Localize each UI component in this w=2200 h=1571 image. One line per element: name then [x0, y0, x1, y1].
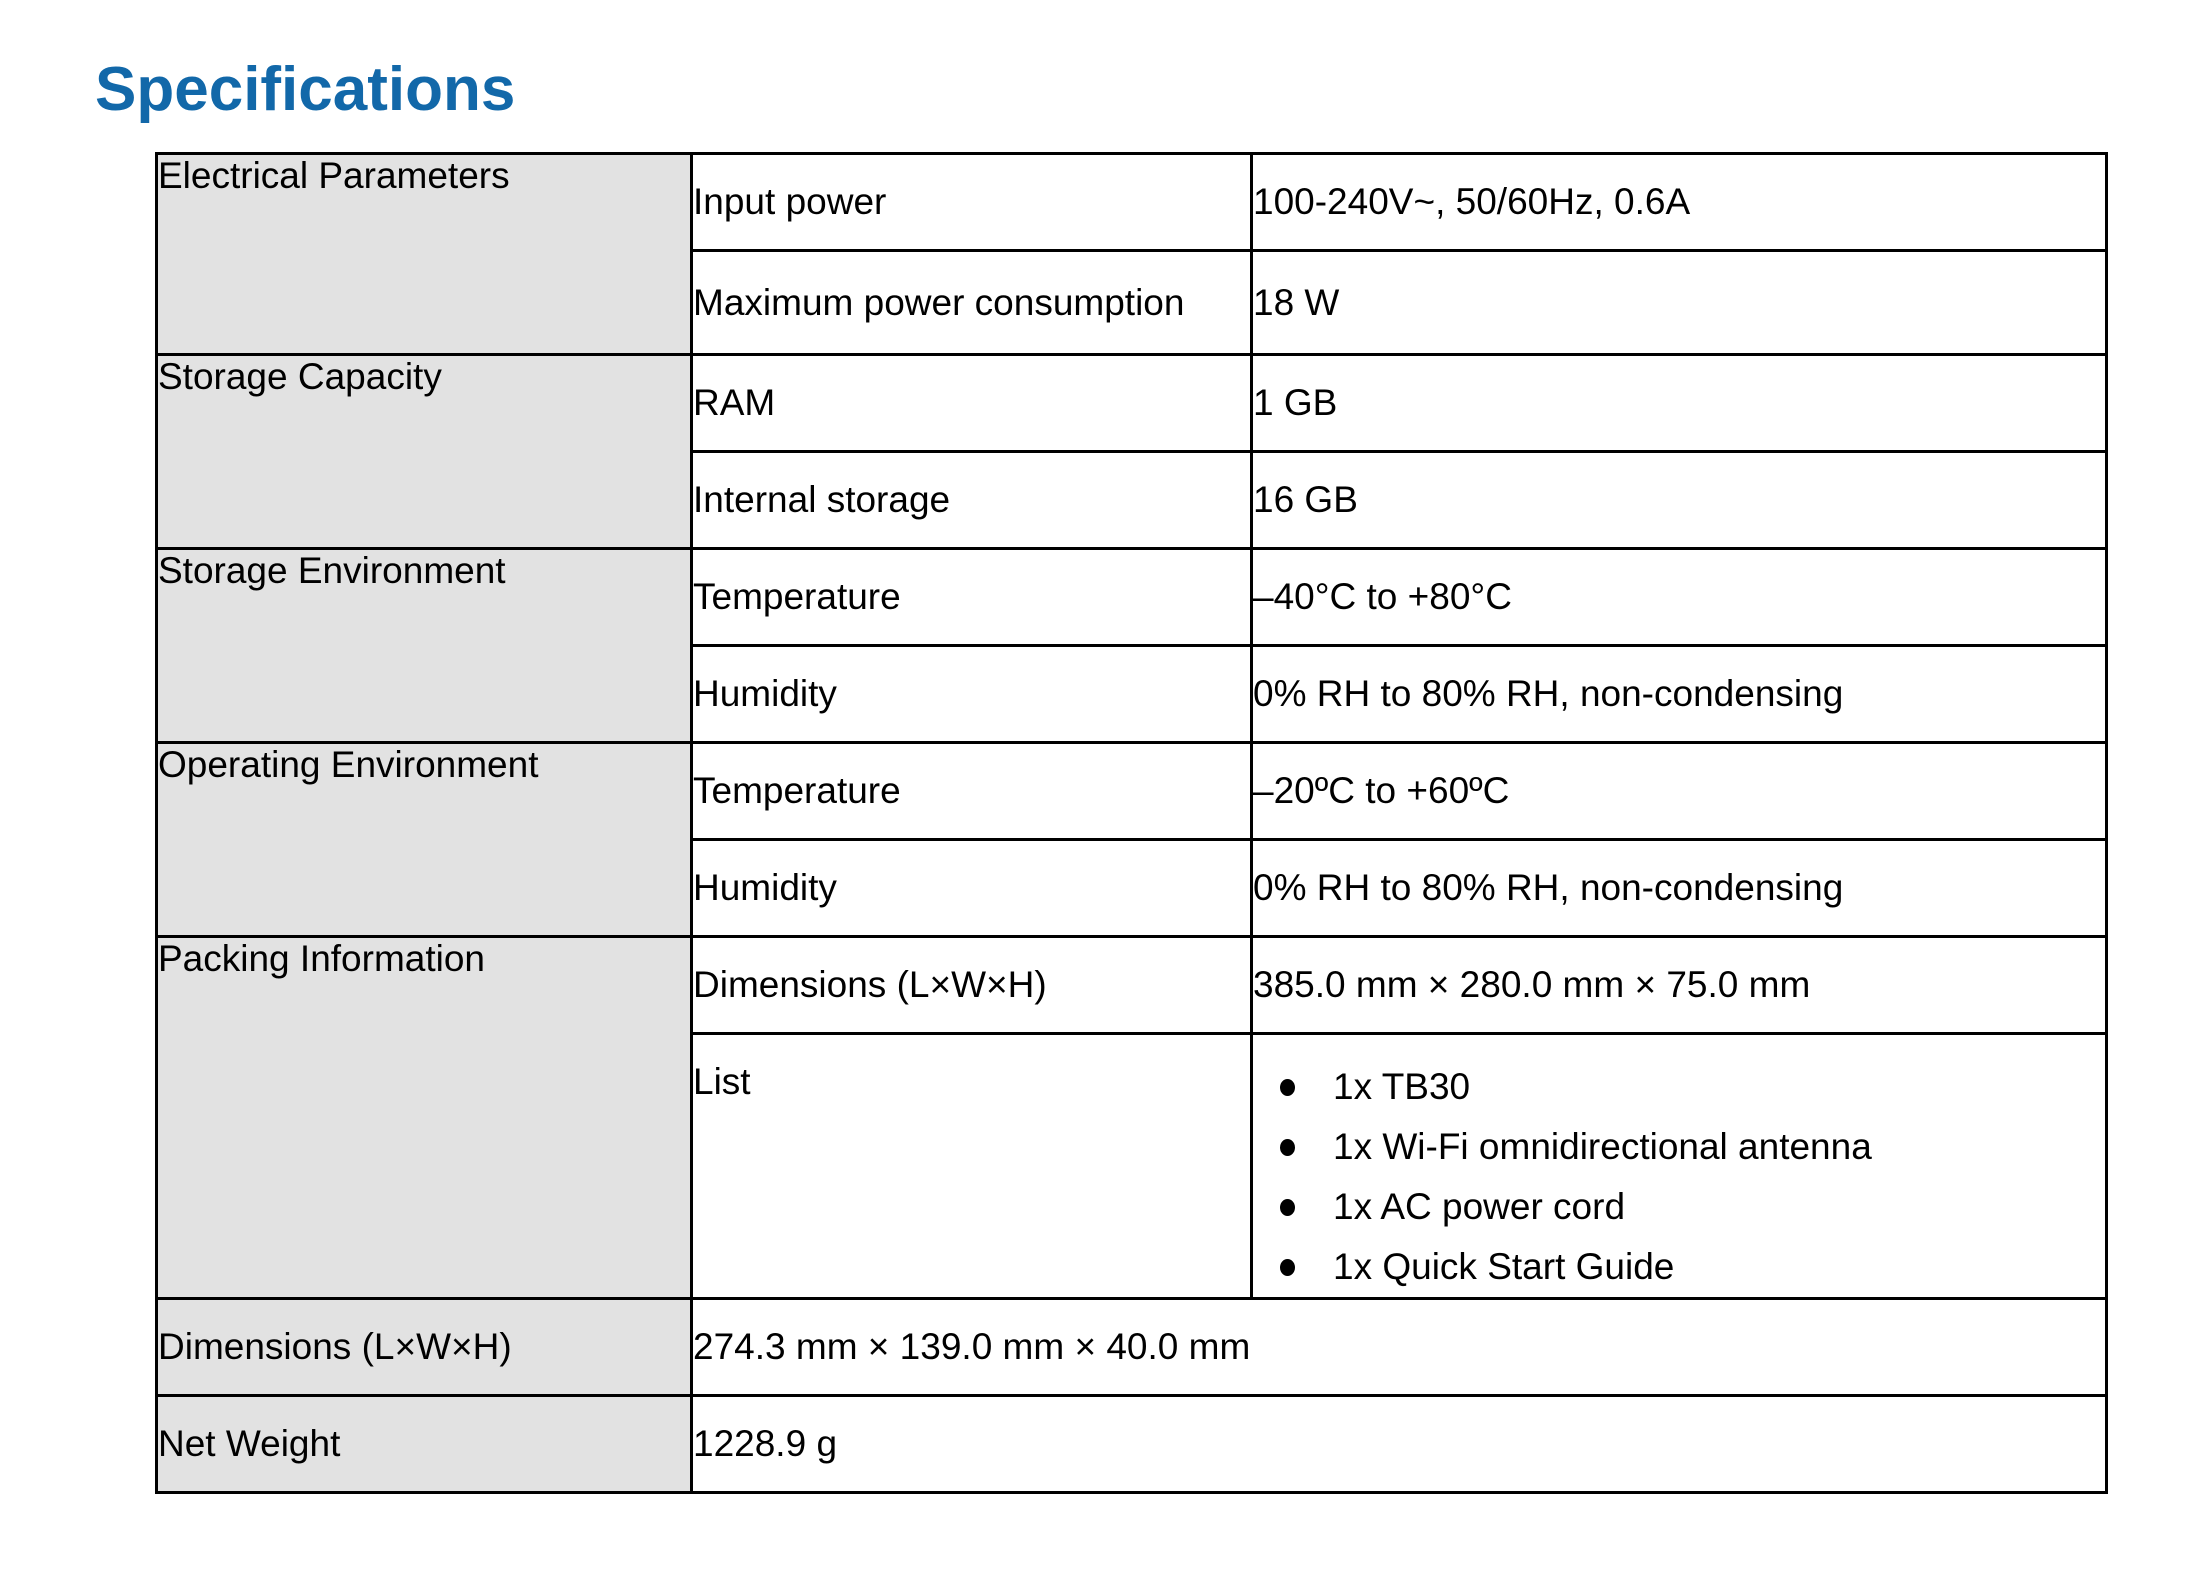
page-title: Specifications	[95, 54, 516, 124]
table-row: Maximum power consumption 18 W	[157, 249, 2108, 356]
parameter-cell: Dimensions (L×W×H)	[690, 935, 1253, 1035]
parameter-cell: Temperature	[690, 547, 1253, 647]
bullet-icon	[1280, 1078, 1295, 1096]
parameter-cell: Maximum power consumption	[690, 249, 1253, 356]
value-cell: 16 GB	[1250, 450, 2108, 550]
table-row: Humidity 0% RH to 80% RH, non-condensing	[157, 838, 2108, 938]
table-row: Net Weight 1228.9 g	[155, 1394, 2108, 1494]
table-row: List 1x TB30 1x Wi-Fi omnidirectional an…	[157, 1032, 2108, 1300]
category-cell-operating-environment: Operating Environment	[155, 741, 693, 938]
value-cell: 0% RH to 80% RH, non-condensing	[1250, 644, 2108, 744]
list-item-label: 1x TB30	[1333, 1066, 1471, 1107]
value-cell: –20ºC to +60ºC	[1250, 741, 2108, 841]
value-cell: 1228.9 g	[690, 1394, 2108, 1494]
list-item-label: 1x Quick Start Guide	[1333, 1246, 1675, 1287]
category-cell-electrical-parameters: Electrical Parameters	[155, 152, 693, 356]
packing-list: 1x TB30 1x Wi-Fi omnidirectional antenna…	[1253, 1051, 2105, 1297]
parameter-cell: Input power	[690, 152, 1253, 252]
list-item: 1x TB30	[1253, 1057, 2105, 1117]
list-item: 1x AC power cord	[1253, 1177, 2105, 1237]
category-cell-packing-information: Packing Information	[155, 935, 693, 1300]
table-row: Operating Environment Temperature –20ºC …	[155, 741, 2108, 938]
table-row: Humidity 0% RH to 80% RH, non-condensing	[157, 644, 2108, 744]
table-row: Packing Information Dimensions (L×W×H) 3…	[155, 935, 2108, 1300]
value-cell: –40°C to +80°C	[1250, 547, 2108, 647]
parameter-cell: Temperature	[690, 741, 1253, 841]
bullet-icon	[1280, 1258, 1295, 1276]
list-item-label: 1x AC power cord	[1333, 1186, 1626, 1227]
list-item-label: 1x Wi-Fi omnidirectional antenna	[1333, 1126, 1872, 1167]
parameter-cell: Humidity	[690, 644, 1253, 744]
category-cell-net-weight: Net Weight	[155, 1394, 693, 1494]
category-cell-storage-environment: Storage Environment	[155, 547, 693, 744]
list-item: 1x Wi-Fi omnidirectional antenna	[1253, 1117, 2105, 1177]
value-cell: 385.0 mm × 280.0 mm × 75.0 mm	[1250, 935, 2108, 1035]
parameter-cell: Internal storage	[690, 450, 1253, 550]
parameter-cell: List	[690, 1032, 1253, 1300]
table-row: Internal storage 16 GB	[157, 450, 2108, 550]
category-cell-dimensions: Dimensions (L×W×H)	[155, 1297, 693, 1397]
bullet-icon	[1280, 1138, 1295, 1156]
table-row: Storage Environment Temperature –40°C to…	[155, 547, 2108, 744]
table-row: Dimensions (L×W×H) 274.3 mm × 139.0 mm ×…	[155, 1297, 2108, 1397]
value-cell: 274.3 mm × 139.0 mm × 40.0 mm	[690, 1297, 2108, 1397]
value-cell: 0% RH to 80% RH, non-condensing	[1250, 838, 2108, 938]
value-cell: 100-240V~, 50/60Hz, 0.6A	[1250, 152, 2108, 252]
value-cell-packing-list: 1x TB30 1x Wi-Fi omnidirectional antenna…	[1250, 1032, 2108, 1300]
parameter-cell: Humidity	[690, 838, 1253, 938]
table-row: Electrical Parameters Input power 100-24…	[155, 152, 2108, 356]
list-item: 1x Quick Start Guide	[1253, 1237, 2105, 1297]
specifications-table: Electrical Parameters Input power 100-24…	[155, 152, 2108, 1494]
value-cell: 1 GB	[1250, 353, 2108, 453]
table-row: Storage Capacity RAM 1 GB	[155, 353, 2108, 550]
value-cell: 18 W	[1250, 249, 2108, 356]
category-cell-storage-capacity: Storage Capacity	[155, 353, 693, 550]
bullet-icon	[1280, 1198, 1295, 1216]
parameter-cell: RAM	[690, 353, 1253, 453]
